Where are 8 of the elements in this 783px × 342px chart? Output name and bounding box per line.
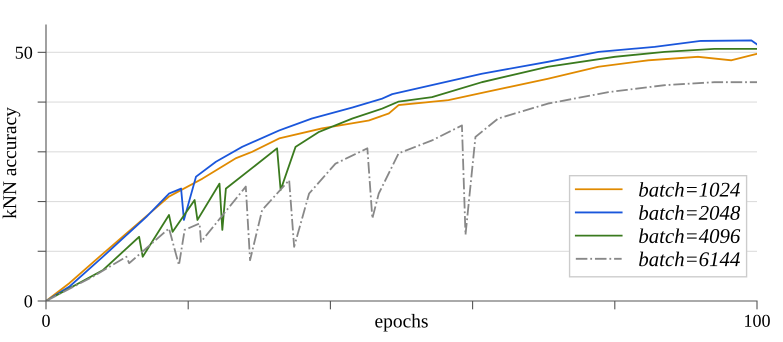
legend-label: batch=6144 [639, 252, 740, 266]
x-tick-label: 100 [745, 314, 770, 327]
legend-label: batch=2048 [639, 205, 740, 220]
y-axis-title: kNN accuracy [2, 107, 20, 218]
legend-label: batch=1024 [639, 182, 740, 197]
legend-label: batch=4096 [639, 228, 740, 244]
y-tick-label: 50 [16, 46, 32, 59]
x-axis-title: epochs [375, 314, 428, 332]
